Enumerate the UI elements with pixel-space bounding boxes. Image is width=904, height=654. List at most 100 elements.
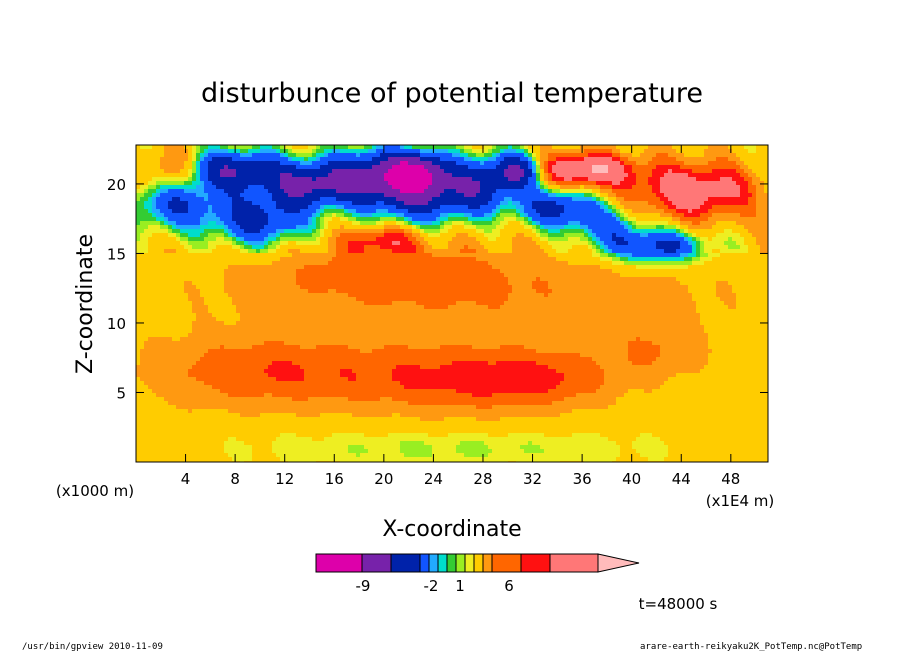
field-cell	[284, 157, 289, 162]
field-cell	[620, 229, 625, 234]
field-cell	[472, 153, 477, 158]
field-cell	[328, 205, 333, 210]
field-cell	[680, 233, 685, 238]
field-cell	[140, 173, 145, 178]
field-cell	[332, 225, 337, 230]
field-cell	[708, 197, 713, 202]
field-cell	[148, 145, 153, 150]
field-cell	[384, 181, 389, 186]
field-cell	[300, 257, 305, 262]
field-cell	[332, 237, 337, 242]
field-cell	[724, 249, 729, 254]
field-cell	[600, 229, 605, 234]
field-cell	[752, 149, 757, 154]
field-cell	[724, 201, 729, 206]
field-cell	[748, 205, 753, 210]
field-cell	[236, 189, 241, 194]
field-cell	[692, 245, 697, 250]
field-cell	[704, 197, 709, 202]
field-cell	[364, 205, 369, 210]
field-cell	[748, 261, 753, 266]
field-cell	[476, 257, 481, 262]
field-cell	[648, 257, 653, 262]
field-cell	[460, 149, 465, 154]
field-cell	[712, 153, 717, 158]
field-cell	[244, 161, 249, 166]
field-cell	[760, 181, 765, 186]
field-cell	[324, 201, 329, 206]
field-cell	[308, 265, 313, 270]
field-cell	[264, 229, 269, 234]
field-cell	[476, 185, 481, 190]
field-cell	[324, 249, 329, 254]
field-cell	[532, 217, 537, 222]
field-cell	[424, 165, 429, 170]
field-cell	[300, 189, 305, 194]
field-cell	[588, 197, 593, 202]
field-cell	[560, 189, 565, 194]
field-cell	[208, 261, 213, 266]
field-cell	[604, 193, 609, 198]
field-cell	[164, 145, 169, 150]
field-cell	[564, 161, 569, 166]
field-cell	[672, 169, 677, 174]
field-cell	[632, 253, 637, 258]
field-cell	[180, 197, 185, 202]
field-cell	[148, 181, 153, 186]
field-cell	[476, 197, 481, 202]
field-cell	[164, 185, 169, 190]
field-cell	[624, 261, 629, 266]
field-cell	[468, 225, 473, 230]
field-cell	[184, 153, 189, 158]
field-cell	[576, 157, 581, 162]
field-cell	[136, 261, 141, 266]
field-cell	[312, 189, 317, 194]
field-cell	[348, 225, 353, 230]
field-cell	[724, 185, 729, 190]
field-cell	[460, 241, 465, 246]
field-cell	[740, 249, 745, 254]
field-cell	[264, 237, 269, 242]
field-cell	[164, 217, 169, 222]
field-cell	[196, 225, 201, 230]
field-cell	[584, 241, 589, 246]
field-cell	[500, 201, 505, 206]
field-cell	[356, 265, 361, 270]
field-cell	[524, 181, 529, 186]
field-cell	[536, 161, 541, 166]
field-cell	[556, 229, 561, 234]
field-cell	[608, 157, 613, 162]
field-cell	[204, 257, 209, 262]
field-cell	[452, 149, 457, 154]
field-cell	[224, 253, 229, 258]
field-cell	[272, 269, 277, 274]
field-cell	[540, 237, 545, 242]
field-cell	[660, 197, 665, 202]
field-cell	[428, 205, 433, 210]
field-cell	[720, 225, 725, 230]
field-cell	[740, 213, 745, 218]
field-cell	[512, 205, 517, 210]
field-cell	[572, 189, 577, 194]
field-cell	[144, 181, 149, 186]
field-cell	[264, 249, 269, 254]
field-cell	[612, 149, 617, 154]
field-cell	[544, 161, 549, 166]
field-cell	[372, 265, 377, 270]
field-cell	[628, 173, 633, 178]
field-cell	[276, 241, 281, 246]
field-cell	[232, 269, 237, 274]
field-cell	[216, 205, 221, 210]
field-cell	[412, 161, 417, 166]
field-cell	[180, 233, 185, 238]
field-cell	[288, 181, 293, 186]
field-cell	[612, 241, 617, 246]
field-cell	[716, 257, 721, 262]
field-cell	[152, 161, 157, 166]
field-cell	[264, 161, 269, 166]
field-cell	[164, 177, 169, 182]
field-cell	[180, 217, 185, 222]
field-cell	[532, 169, 537, 174]
field-cell	[220, 217, 225, 222]
field-cell	[404, 265, 409, 270]
